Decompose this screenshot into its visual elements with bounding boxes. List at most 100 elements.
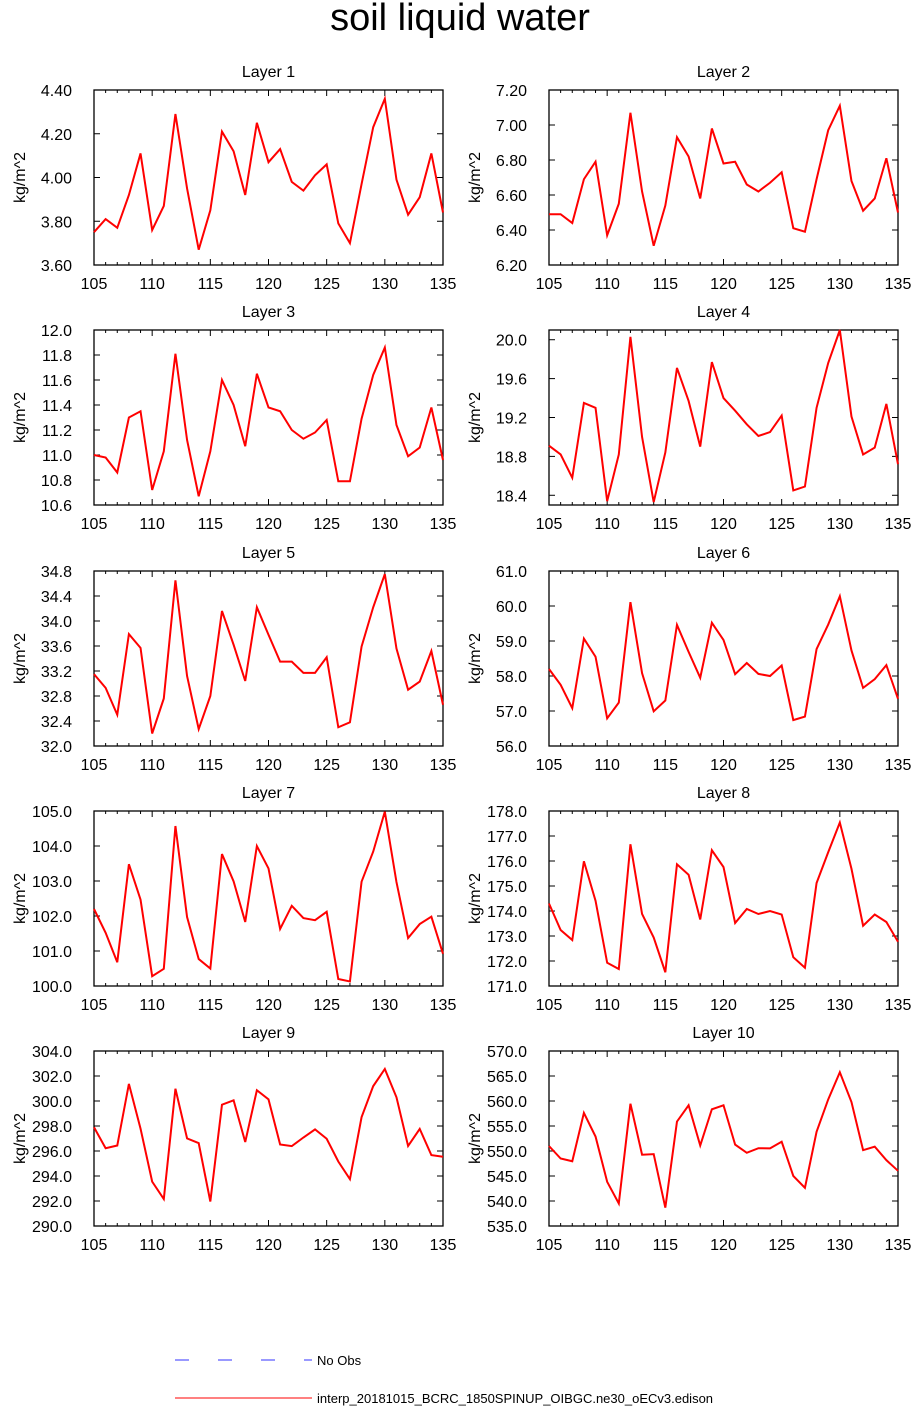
x-tick-label: 125 [313, 516, 340, 533]
y-tick-label: 60.0 [496, 599, 527, 616]
x-tick-label: 110 [594, 516, 620, 533]
plot-frame [93, 89, 444, 266]
panel-title: Layer 2 [697, 64, 750, 81]
x-tick-label: 130 [826, 276, 853, 293]
y-tick-label: 6.80 [496, 153, 527, 170]
x-tick-label: 105 [536, 1237, 563, 1254]
y-tick-label: 4.20 [41, 127, 72, 144]
y-tick-label: 34.8 [41, 564, 72, 581]
x-tick-label: 105 [81, 757, 108, 774]
x-tick-label: 115 [653, 757, 679, 774]
x-tick-label: 130 [371, 1237, 398, 1254]
x-tick-label: 135 [885, 997, 912, 1014]
plot-frame [548, 810, 899, 987]
x-tick-label: 125 [768, 1237, 795, 1254]
panel-title: Layer 10 [692, 1025, 754, 1042]
y-tick-label: 298.0 [32, 1119, 72, 1136]
panel-title: Layer 5 [242, 545, 295, 562]
panel-layer-8: Layer 8 105 110 115 120 125 130 135 171.0 172.0 17… [467, 785, 911, 1014]
y-tick-label: 550.0 [487, 1144, 527, 1161]
y-tick-label: 100.0 [32, 979, 72, 996]
y-tick-label: 57.0 [496, 704, 527, 721]
x-tick-label: 115 [653, 1237, 679, 1254]
x-tick-label: 120 [710, 1237, 737, 1254]
y-tick-label: 570.0 [487, 1044, 527, 1061]
y-tick-label: 10.8 [41, 473, 72, 490]
x-tick-label: 125 [313, 757, 340, 774]
x-tick-label: 130 [826, 997, 853, 1014]
y-tick-label: 11.2 [42, 423, 72, 440]
y-tick-label: 32.0 [41, 739, 72, 756]
y-tick-label: 175.0 [487, 879, 527, 896]
y-tick-label: 545.0 [487, 1169, 527, 1186]
x-tick-label: 120 [255, 276, 282, 293]
y-axis-label: kg/m^2 [12, 873, 29, 924]
x-tick-label: 130 [826, 516, 853, 533]
y-tick-label: 105.0 [32, 804, 72, 821]
x-tick-label: 110 [139, 1237, 165, 1254]
x-tick-label: 105 [536, 516, 563, 533]
x-tick-label: 120 [710, 757, 737, 774]
y-tick-label: 6.20 [496, 258, 527, 275]
y-tick-label: 33.2 [41, 664, 72, 681]
series-line [93, 94, 444, 250]
x-tick-label: 115 [653, 516, 679, 533]
y-tick-label: 34.4 [41, 589, 72, 606]
y-tick-label: 18.8 [496, 449, 527, 466]
y-tick-label: 34.0 [41, 614, 72, 631]
x-tick-label: 135 [430, 757, 457, 774]
panels: Layer 1 105 110 115 120 125 130 135 3.60 3.80 4.00… [12, 64, 911, 1254]
y-tick-label: 4.00 [41, 171, 72, 188]
y-axis-label: kg/m^2 [12, 152, 29, 203]
y-tick-label: 177.0 [487, 829, 527, 846]
y-tick-label: 33.6 [41, 639, 72, 656]
x-tick-label: 135 [885, 276, 912, 293]
panel-title: Layer 9 [242, 1025, 295, 1042]
y-tick-label: 101.0 [32, 944, 72, 961]
x-tick-label: 135 [430, 997, 457, 1014]
series-line [548, 819, 899, 973]
y-tick-label: 294.0 [32, 1169, 72, 1186]
panel-layer-7: Layer 7 105 110 115 120 125 130 135 100.0 101.0 10… [12, 785, 456, 1014]
x-tick-label: 115 [198, 1237, 224, 1254]
x-tick-label: 135 [430, 1237, 457, 1254]
y-tick-label: 61.0 [496, 564, 527, 581]
plot-frame [548, 570, 899, 747]
panel-layer-9: Layer 9 105 110 115 120 125 130 135 290.0 292.0 29… [12, 1025, 456, 1254]
y-tick-label: 290.0 [32, 1219, 72, 1236]
x-tick-label: 110 [139, 516, 165, 533]
x-tick-label: 130 [371, 516, 398, 533]
panel-layer-4: Layer 4 105 110 115 120 125 130 135 18.4 18.8 19.2… [467, 304, 911, 533]
x-tick-label: 125 [313, 276, 340, 293]
x-tick-label: 110 [139, 757, 165, 774]
y-axis-label: kg/m^2 [467, 1113, 484, 1164]
y-tick-label: 300.0 [32, 1094, 72, 1111]
panel-title: Layer 6 [697, 545, 750, 562]
plot-frame [93, 570, 444, 747]
x-tick-label: 115 [653, 997, 679, 1014]
plot-frame [93, 1050, 444, 1227]
x-tick-label: 105 [81, 1237, 108, 1254]
x-tick-label: 130 [371, 997, 398, 1014]
x-tick-label: 135 [885, 757, 912, 774]
x-tick-label: 110 [594, 997, 620, 1014]
x-tick-label: 105 [81, 276, 108, 293]
y-tick-label: 32.8 [41, 689, 72, 706]
y-tick-label: 555.0 [487, 1119, 527, 1136]
x-tick-label: 120 [710, 516, 737, 533]
series-line [93, 1066, 444, 1202]
x-tick-label: 120 [255, 997, 282, 1014]
series-line [548, 592, 899, 722]
y-tick-label: 56.0 [496, 739, 527, 756]
x-tick-label: 125 [313, 1237, 340, 1254]
y-tick-label: 302.0 [32, 1069, 72, 1086]
y-tick-label: 565.0 [487, 1069, 527, 1086]
x-tick-label: 125 [768, 516, 795, 533]
x-tick-label: 120 [255, 1237, 282, 1254]
y-tick-label: 19.6 [496, 372, 527, 389]
panel-layer-3: Layer 3 105 110 115 120 125 130 135 10.6 10.8 11.0… [12, 304, 456, 533]
y-tick-label: 11.6 [42, 373, 72, 390]
x-tick-label: 130 [371, 757, 398, 774]
panel-layer-6: Layer 6 105 110 115 120 125 130 135 56.0 57.0 58.0… [467, 545, 911, 774]
